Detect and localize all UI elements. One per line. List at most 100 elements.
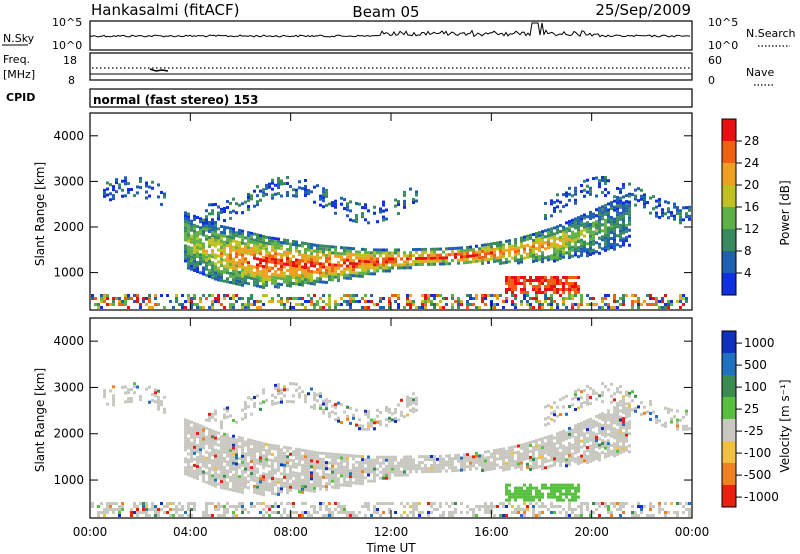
echo-cell — [136, 385, 139, 389]
echo-cell — [622, 411, 625, 415]
echo-cell — [202, 233, 205, 237]
scatter-cell — [532, 508, 535, 511]
scatter-cell — [274, 502, 277, 505]
echo-cell — [199, 427, 202, 431]
echo-cell — [307, 470, 310, 474]
echo-cell — [568, 282, 571, 286]
echo-cell — [529, 245, 532, 249]
echo-cell — [241, 241, 244, 245]
echo-cell — [397, 203, 400, 207]
echo-cell — [202, 470, 205, 474]
echo-cell — [253, 256, 256, 260]
echo-cell — [595, 453, 598, 457]
echo-cell — [553, 419, 556, 423]
echo-cell — [373, 266, 376, 270]
echo-cell — [658, 419, 661, 423]
echo-cell — [304, 488, 307, 492]
echo-cell — [196, 216, 199, 220]
scatter-cell — [304, 300, 307, 303]
scatter-cell — [328, 297, 331, 300]
echo-cell — [256, 248, 259, 252]
scatter-cell — [241, 297, 244, 300]
echo-cell — [220, 273, 223, 277]
echo-cell — [217, 455, 220, 459]
echo-cell — [583, 444, 586, 448]
echo-cell — [355, 478, 358, 482]
echo-cell — [565, 437, 568, 441]
echo-cell — [319, 460, 322, 464]
echo-cell — [403, 470, 406, 474]
echo-cell — [271, 467, 274, 471]
echo-cell — [382, 458, 385, 462]
echo-cell — [685, 412, 688, 416]
echo-cell — [487, 462, 490, 466]
echo-cell — [313, 391, 316, 395]
echo-cell — [553, 250, 556, 254]
scatter-cell — [568, 505, 571, 508]
echo-cell — [550, 276, 553, 280]
colorbar-tick-label: 100 — [744, 380, 767, 394]
echo-cell — [328, 254, 331, 258]
echo-cell — [628, 420, 631, 424]
echo-cell — [112, 194, 115, 198]
scatter-cell — [544, 300, 547, 303]
echo-cell — [334, 412, 337, 416]
echo-cell — [403, 251, 406, 255]
echo-cell — [127, 391, 130, 395]
scatter-cell — [214, 300, 217, 303]
scatter-cell — [583, 502, 586, 505]
echo-cell — [301, 244, 304, 248]
echo-cell — [424, 458, 427, 462]
echo-cell — [286, 491, 289, 495]
echo-cell — [274, 252, 277, 256]
echo-cell — [238, 231, 241, 235]
scatter-cell — [325, 505, 328, 508]
echo-cell — [316, 466, 319, 470]
echo-cell — [262, 247, 265, 251]
scatter-cell — [181, 303, 184, 306]
echo-cell — [130, 400, 133, 404]
echo-cell — [286, 446, 289, 450]
scatter-cell — [424, 297, 427, 300]
echo-cell — [187, 233, 190, 237]
echo-cell — [301, 469, 304, 473]
scatter-cell — [283, 508, 286, 511]
echo-cell — [319, 481, 322, 485]
echo-cell — [592, 392, 595, 396]
echo-cell — [616, 213, 619, 217]
echo-cell — [634, 188, 637, 192]
echo-cell — [397, 200, 400, 204]
echo-cell — [397, 461, 400, 465]
echo-cell — [187, 251, 190, 255]
echo-cell — [511, 282, 514, 286]
echo-cell — [679, 209, 682, 213]
scatter-cell — [574, 294, 577, 297]
echo-cell — [409, 266, 412, 270]
scatter-cell — [667, 306, 670, 309]
echo-cell — [475, 454, 478, 458]
echo-cell — [265, 283, 268, 287]
echo-cell — [244, 245, 247, 249]
echo-cell — [280, 460, 283, 464]
echo-cell — [613, 195, 616, 199]
scatter-cell — [571, 303, 574, 306]
echo-cell — [205, 209, 208, 213]
echo-cell — [688, 214, 691, 218]
echo-cell — [598, 218, 601, 222]
scatter-cell — [283, 303, 286, 306]
colorbar-swatch — [722, 141, 736, 164]
echo-cell — [499, 456, 502, 460]
echo-cell — [604, 209, 607, 213]
scatter-cell — [97, 505, 100, 508]
echo-cell — [259, 189, 262, 193]
echo-cell — [616, 195, 619, 199]
echo-cell — [601, 424, 604, 428]
echo-cell — [184, 457, 187, 461]
echo-cell — [223, 474, 226, 478]
echo-cell — [577, 438, 580, 442]
scatter-cell — [373, 511, 376, 514]
echo-cell — [229, 414, 232, 418]
echo-cell — [211, 273, 214, 277]
echo-cell — [571, 446, 574, 450]
scatter-cell — [565, 514, 568, 517]
